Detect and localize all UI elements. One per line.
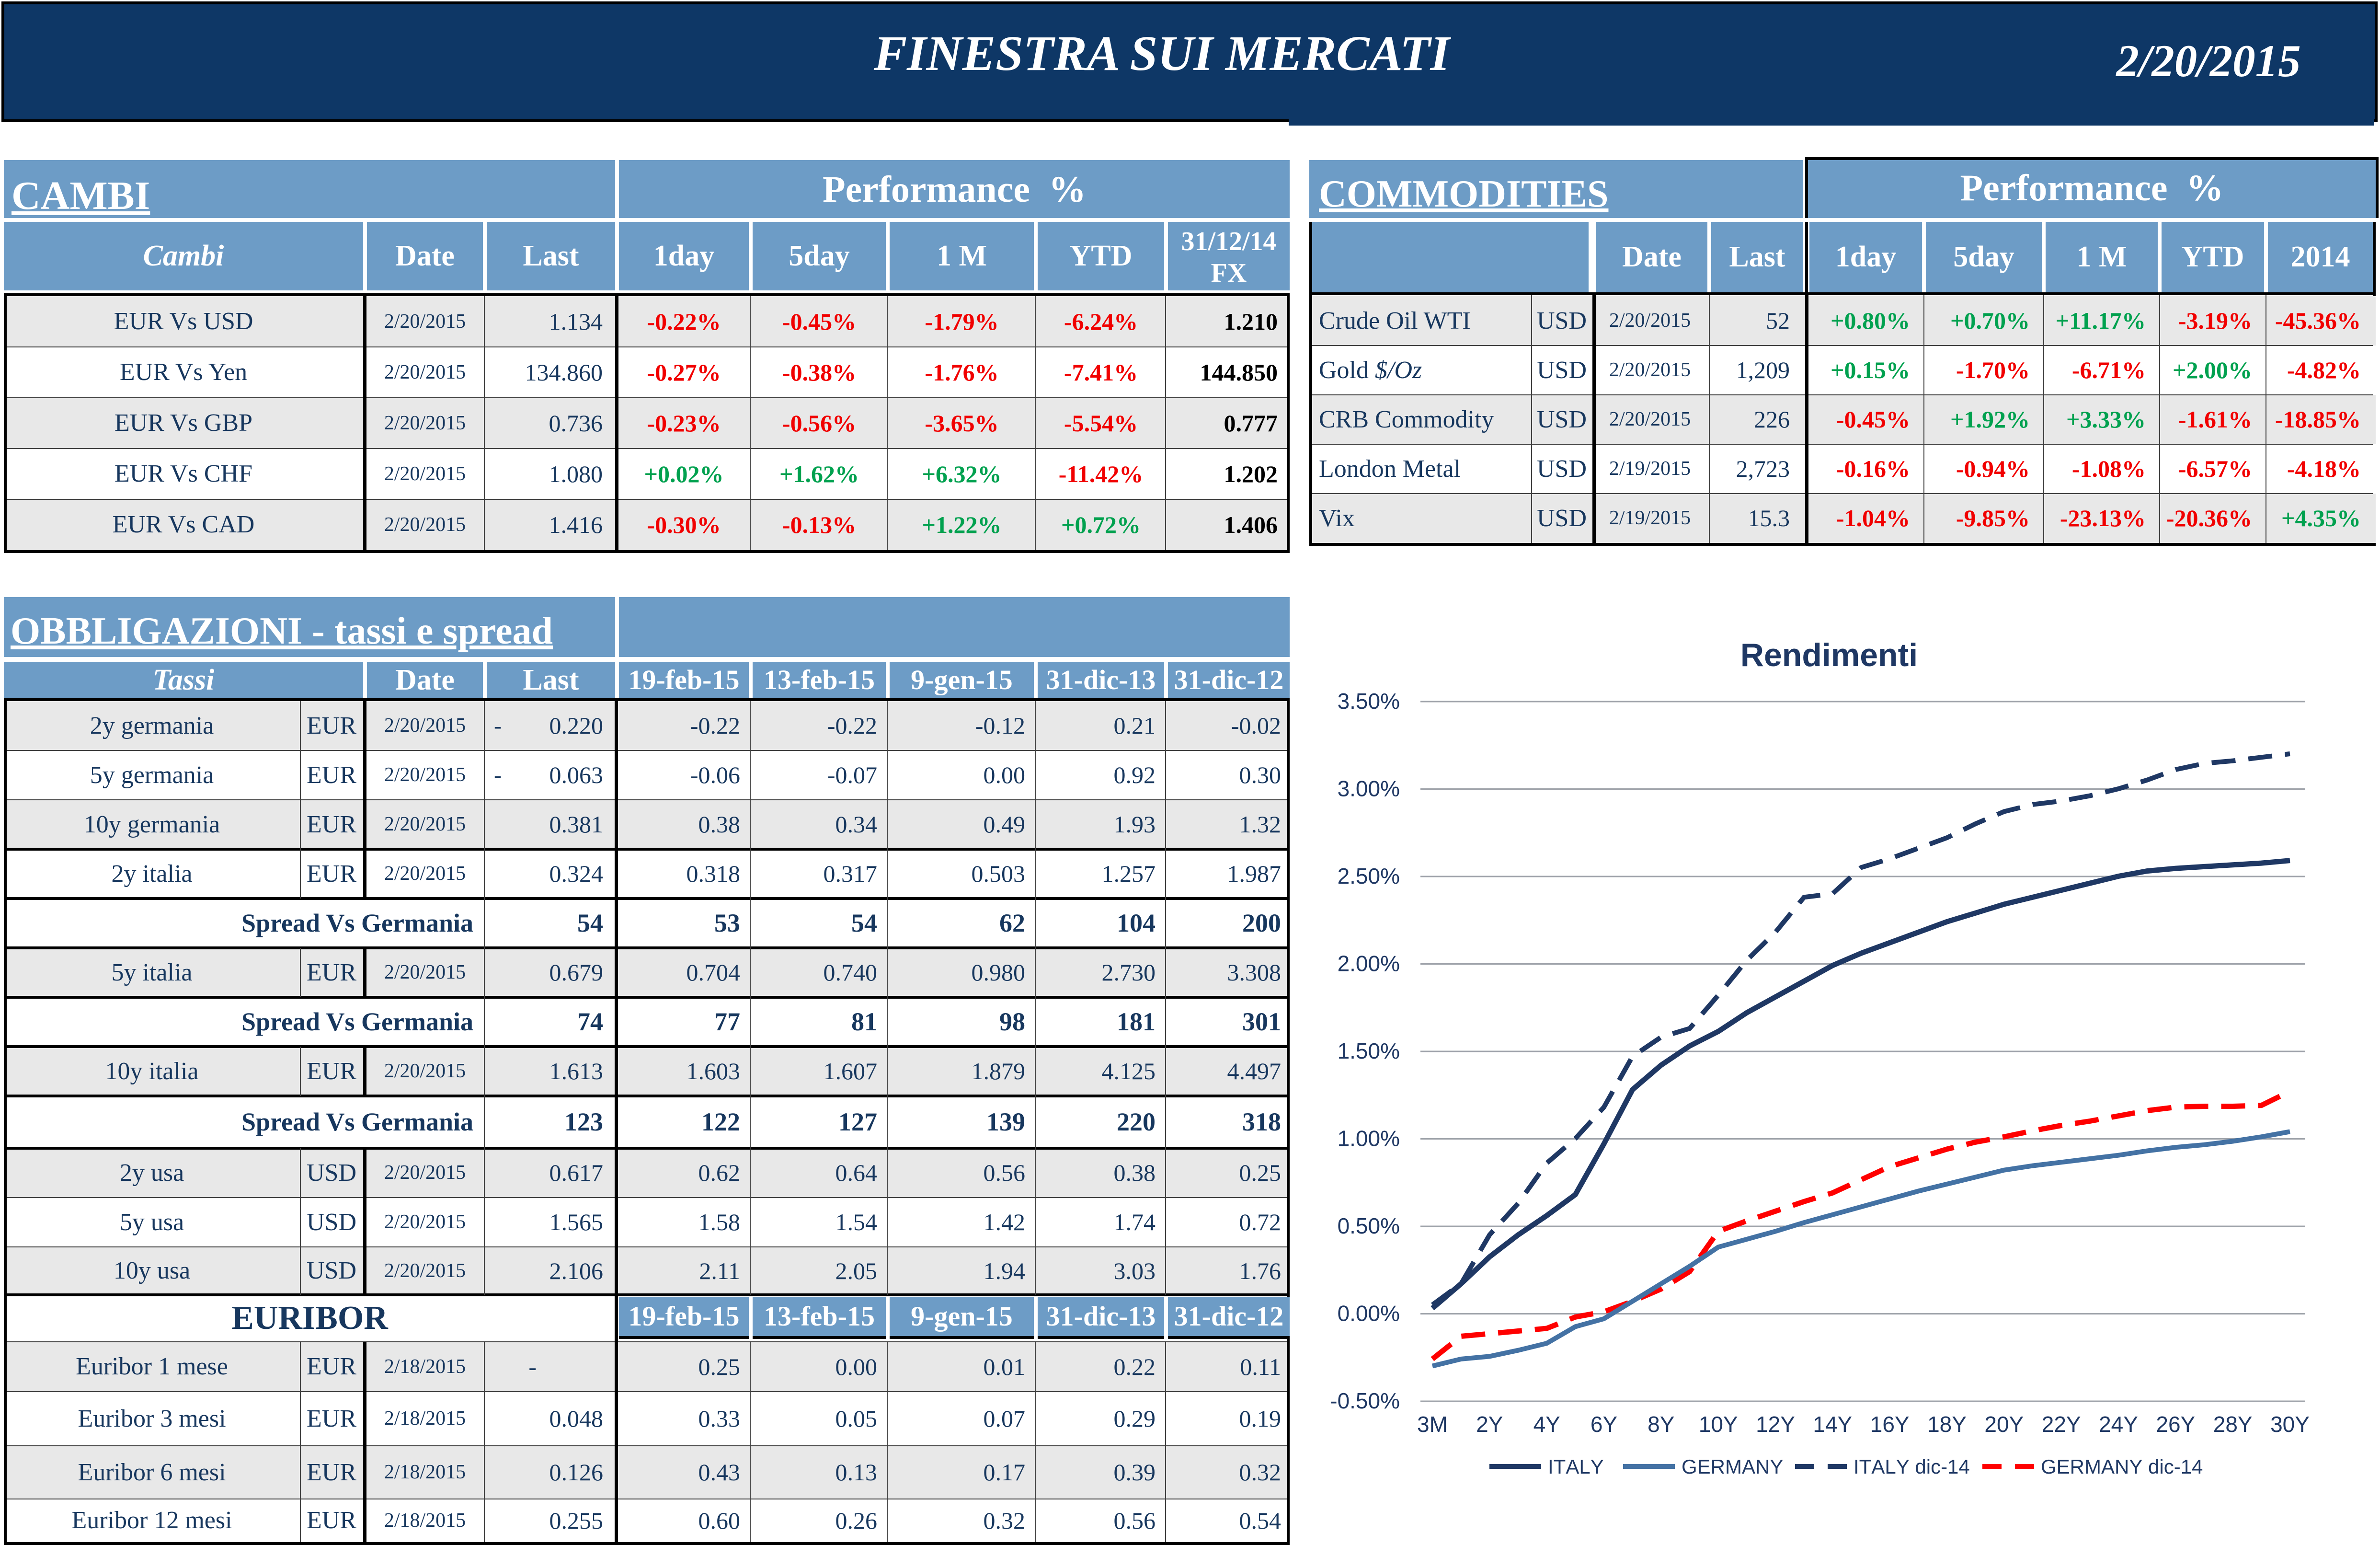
svg-text:0.50%: 0.50%	[1338, 1213, 1400, 1238]
svg-text:-0.50%: -0.50%	[1330, 1388, 1400, 1413]
svg-text:12Y: 12Y	[1756, 1412, 1795, 1437]
svg-text:GERMANY dic-14: GERMANY dic-14	[2041, 1455, 2203, 1478]
svg-text:3.00%: 3.00%	[1338, 776, 1400, 801]
svg-text:ITALY dic-14: ITALY dic-14	[1854, 1455, 1970, 1478]
svg-text:1.00%: 1.00%	[1338, 1126, 1400, 1151]
svg-text:16Y: 16Y	[1870, 1412, 1910, 1437]
svg-text:Rendimenti: Rendimenti	[1740, 637, 1918, 673]
svg-text:2Y: 2Y	[1476, 1412, 1503, 1437]
svg-text:3.50%: 3.50%	[1338, 689, 1400, 714]
svg-text:6Y: 6Y	[1590, 1412, 1617, 1437]
svg-text:2.00%: 2.00%	[1338, 951, 1400, 976]
svg-text:26Y: 26Y	[2156, 1412, 2195, 1437]
svg-text:4Y: 4Y	[1533, 1412, 1560, 1437]
svg-text:10Y: 10Y	[1699, 1412, 1738, 1437]
svg-text:30Y: 30Y	[2270, 1412, 2310, 1437]
svg-text:28Y: 28Y	[2213, 1412, 2253, 1437]
svg-text:3M: 3M	[1417, 1412, 1448, 1437]
svg-text:22Y: 22Y	[2042, 1412, 2081, 1437]
svg-text:20Y: 20Y	[1984, 1412, 2024, 1437]
svg-text:0.00%: 0.00%	[1338, 1301, 1400, 1326]
svg-text:24Y: 24Y	[2099, 1412, 2138, 1437]
svg-text:ITALY: ITALY	[1548, 1455, 1604, 1478]
svg-text:1.50%: 1.50%	[1338, 1038, 1400, 1063]
svg-text:2.50%: 2.50%	[1338, 864, 1400, 888]
svg-text:18Y: 18Y	[1927, 1412, 1967, 1437]
svg-text:8Y: 8Y	[1648, 1412, 1674, 1437]
svg-text:14Y: 14Y	[1813, 1412, 1852, 1437]
svg-text:GERMANY: GERMANY	[1682, 1455, 1783, 1478]
